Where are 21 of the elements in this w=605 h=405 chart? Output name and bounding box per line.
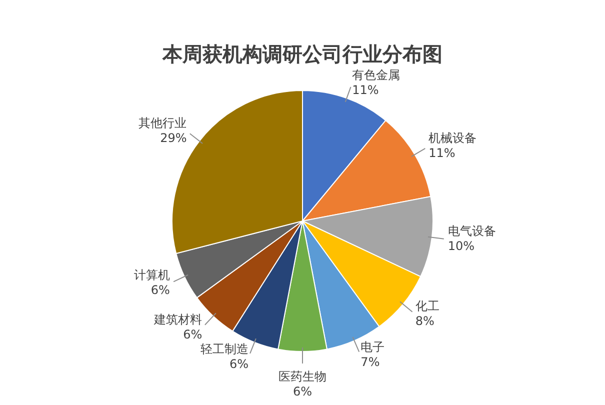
data-label: 6%: [183, 327, 202, 342]
chart-title: 本周获机构调研公司行业分布图: [162, 42, 442, 66]
data-label: 6%: [292, 384, 312, 399]
data-label: 11%: [352, 82, 379, 97]
slice-label: 化工: [415, 299, 440, 314]
data-label: 10%: [448, 238, 475, 253]
slice-label: 建筑材料: [153, 312, 202, 326]
slice-label: 医药生物: [278, 370, 326, 384]
slice-label: 电子: [360, 340, 385, 354]
slice-label: 轻工制造: [200, 342, 249, 356]
slice-label: 计算机: [134, 268, 170, 282]
slice-label: 电气设备: [448, 224, 496, 238]
slice-label: 有色金属: [352, 68, 400, 82]
data-label: 6%: [230, 356, 249, 371]
slice-label: 机械设备: [428, 131, 477, 146]
data-label: 6%: [150, 283, 170, 297]
data-label: 11%: [428, 146, 456, 160]
data-label: 8%: [415, 314, 434, 328]
data-label: 7%: [360, 355, 380, 370]
data-label: 29%: [160, 130, 187, 145]
slice-label: 其他行业: [138, 116, 187, 130]
